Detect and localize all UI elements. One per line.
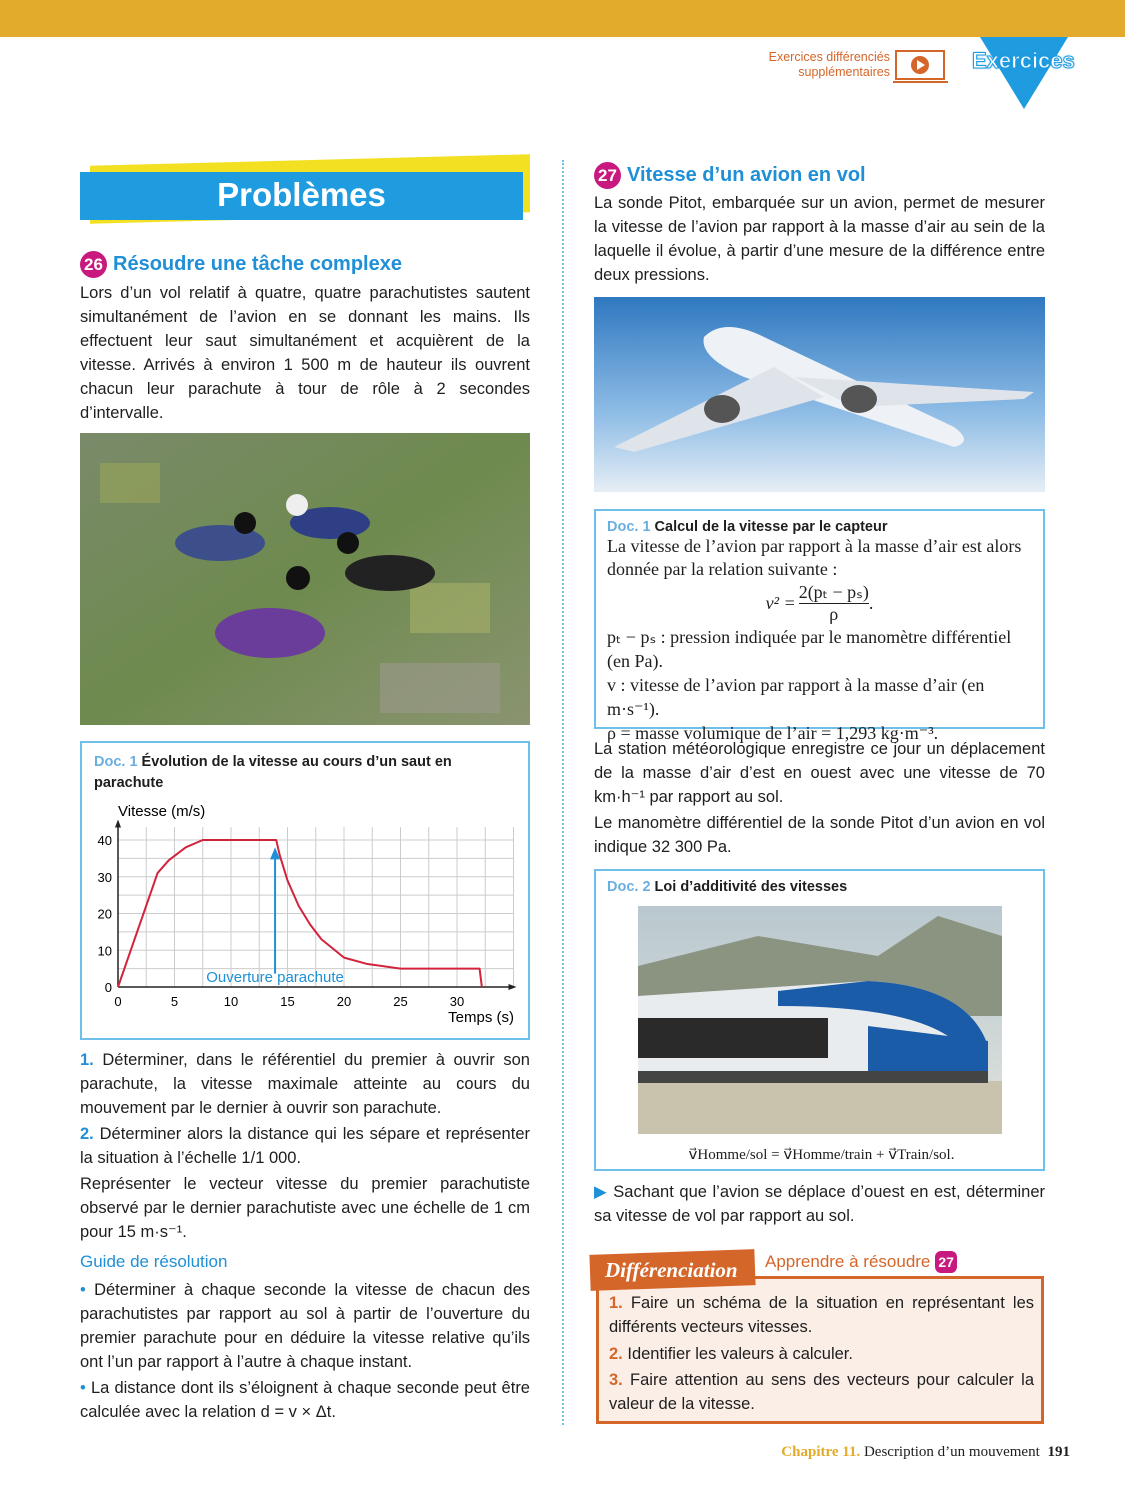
section-title-banner: Problèmes bbox=[80, 154, 530, 226]
exercise-number: 27 bbox=[594, 162, 621, 189]
doc-label: Doc. 1 bbox=[94, 754, 138, 770]
doc-text: ρ = masse volumique de l’air = 1,293 kg·… bbox=[607, 723, 939, 743]
diff-item: 1. Faire un schéma de la situation en re… bbox=[609, 1291, 1034, 1339]
y-tick-label: 20 bbox=[98, 907, 112, 922]
exercise-number: 26 bbox=[80, 251, 107, 278]
doc-caption: Doc. 1 Calcul de la vitesse par le capte… bbox=[607, 519, 1032, 535]
column-divider bbox=[562, 160, 564, 1425]
x-tick-label: 30 bbox=[450, 994, 464, 1009]
section-title: Problèmes bbox=[217, 176, 386, 213]
exercices-differencies-link[interactable]: Exercices différenciés supplémentaires bbox=[745, 50, 890, 80]
train-illustration bbox=[638, 906, 1002, 1134]
x-tick-label: 25 bbox=[393, 994, 407, 1009]
x-tick-label: 15 bbox=[280, 994, 294, 1009]
guide-title: Guide de résolution bbox=[80, 1252, 228, 1271]
x-axis-label: Temps (s) bbox=[448, 1009, 514, 1026]
item-text: Faire un schéma de la situation en repré… bbox=[609, 1294, 1034, 1336]
item-number: 1. bbox=[609, 1294, 623, 1312]
doc-2-box: Doc. 2 Loi d’additivité des vitesses v⃗H… bbox=[594, 869, 1045, 1171]
x-tick-label: 0 bbox=[114, 994, 121, 1009]
exercices-badge: Exercices bbox=[972, 48, 1076, 74]
item-number: 2. bbox=[609, 1345, 623, 1363]
question-text: Sachant que l’avion se déplace d’ouest e… bbox=[594, 1183, 1045, 1225]
doc-label: Doc. 2 bbox=[607, 879, 651, 895]
top-band bbox=[0, 0, 1125, 37]
formula-lhs: v² = bbox=[765, 592, 796, 613]
arrow-head bbox=[270, 847, 281, 860]
exercise-27-text: La sonde Pitot, embarquée sur un avion, … bbox=[594, 194, 1045, 284]
x-tick-label: 5 bbox=[171, 994, 178, 1009]
y-tick-label: 10 bbox=[98, 943, 112, 958]
diff-item: 2. Identifier les valeurs à calculer. bbox=[609, 1342, 1034, 1366]
question-text: Déterminer alors la distance qui les sép… bbox=[80, 1125, 530, 1167]
speed-curve bbox=[117, 839, 483, 988]
y-tick-label: 40 bbox=[98, 833, 112, 848]
velocity-addition-formula: v⃗Homme/sol = v⃗Homme/train + v⃗Train/so… bbox=[688, 1147, 955, 1163]
doc-1-caption: Doc. 1 Évolution de la vitesse au cours … bbox=[94, 752, 514, 794]
doc-text: pₜ − pₛ : pression indiquée par le manom… bbox=[607, 627, 1012, 671]
doc-text: La vitesse de l’avion par rapport à la m… bbox=[607, 536, 1022, 579]
question-number: 1. bbox=[80, 1051, 94, 1069]
question-number: 2. bbox=[80, 1125, 94, 1143]
chapter-title: Description d’un mouvement bbox=[863, 1444, 1040, 1460]
item-text: Identifier les valeurs à calculer. bbox=[627, 1345, 853, 1363]
speed-formula: v² = 2(pₜ − pₛ) ρ. bbox=[765, 582, 874, 624]
exercise-title: Résoudre une tâche complexe bbox=[113, 253, 402, 275]
doc-1-formula-box: Doc. 1 Calcul de la vitesse par le capte… bbox=[594, 509, 1045, 743]
exercise-26-text: Lors d’un vol relatif à quatre, quatre p… bbox=[80, 284, 530, 422]
doc-title: Évolution de la vitesse au cours d’un sa… bbox=[94, 754, 452, 791]
skydivers-photo bbox=[80, 433, 530, 725]
question-1: 1. Déterminer, dans le référentiel du pr… bbox=[80, 1048, 530, 1120]
item-text: Faire attention au sens des vecteurs pou… bbox=[609, 1371, 1034, 1413]
doc-title: Loi d’additivité des vitesses bbox=[654, 879, 848, 895]
exercices-badge-triangle bbox=[980, 37, 1068, 109]
final-question: ▶ Sachant que l’avion se déplace d’ouest… bbox=[594, 1180, 1045, 1228]
paragraph: Le manomètre différentiel de la sonde Pi… bbox=[594, 814, 1045, 856]
question-2-continued: Représenter le vecteur vitesse du premie… bbox=[80, 1175, 530, 1241]
doc-text: v : vitesse de l’avion par rapport à la … bbox=[607, 675, 985, 719]
speed-chart: 0 5 10 15 20 25 30 0 10 20 30 40 Vitesse (m/s) Temps … bbox=[98, 803, 517, 1026]
item-number: 3. bbox=[609, 1371, 623, 1389]
guide-item: • Déterminer à chaque seconde la vitesse… bbox=[80, 1281, 530, 1371]
link-number: 27 bbox=[935, 1251, 958, 1273]
airplane-photo bbox=[594, 297, 1045, 492]
diff-item: 3. Faire attention au sens des vecteurs … bbox=[609, 1368, 1034, 1416]
question-text: Déterminer, dans le référentiel du premi… bbox=[80, 1051, 530, 1117]
formula-denominator: ρ bbox=[829, 604, 839, 624]
annotation-label: Ouverture parachute bbox=[206, 969, 344, 986]
paragraph: La station météorologique enregistre ce … bbox=[594, 740, 1045, 806]
x-tick-label: 10 bbox=[224, 994, 238, 1009]
doc-caption: Doc. 2 Loi d’additivité des vitesses bbox=[607, 879, 847, 895]
formula-numerator: 2(pₜ − pₛ) bbox=[798, 582, 869, 604]
page-footer: Chapitre 11. Description d’un mouvement … bbox=[781, 1444, 1070, 1461]
x-axis-arrow bbox=[508, 984, 517, 990]
exercise-title: Vitesse d’un avion en vol bbox=[627, 164, 866, 186]
exercise-26-heading: 26 Résoudre une tâche complexe bbox=[80, 251, 402, 278]
differenciation-box bbox=[596, 1276, 1044, 1424]
question-2: 2. Déterminer alors la distance qui les … bbox=[80, 1122, 530, 1170]
link-line-1: Exercices différenciés bbox=[768, 50, 890, 64]
guide-item: • La distance dont ils s’éloignent à cha… bbox=[80, 1379, 530, 1421]
link-text: Apprendre à résoudre bbox=[765, 1252, 931, 1271]
laptop-play-icon[interactable] bbox=[893, 49, 949, 85]
y-tick-label: 30 bbox=[98, 870, 112, 885]
y-tick-label: 0 bbox=[105, 980, 112, 995]
arrow-bullet-icon: ▶ bbox=[594, 1183, 614, 1201]
y-axis-arrow bbox=[115, 819, 121, 828]
doc-label: Doc. 1 bbox=[607, 519, 651, 535]
exercise-27-heading: 27 Vitesse d’un avion en vol bbox=[594, 162, 866, 189]
x-tick-label: 20 bbox=[337, 994, 351, 1009]
apprendre-link[interactable]: Apprendre à résoudre 27 bbox=[765, 1251, 963, 1273]
y-axis-label: Vitesse (m/s) bbox=[118, 803, 205, 820]
page-number: 191 bbox=[1047, 1444, 1071, 1460]
chapter-label: Chapitre 11. bbox=[781, 1444, 861, 1460]
guide-text: Déterminer à chaque seconde la vitesse d… bbox=[80, 1281, 530, 1371]
differenciation-label: Différenciation bbox=[605, 1258, 738, 1282]
guide-text: La distance dont ils s’éloignent à chaqu… bbox=[80, 1379, 530, 1421]
link-line-2: supplémentaires bbox=[798, 65, 890, 79]
doc-1-chart-box: Doc. 1 Évolution de la vitesse au cours … bbox=[80, 741, 530, 1040]
doc-title: Calcul de la vitesse par le capteur bbox=[654, 519, 888, 535]
